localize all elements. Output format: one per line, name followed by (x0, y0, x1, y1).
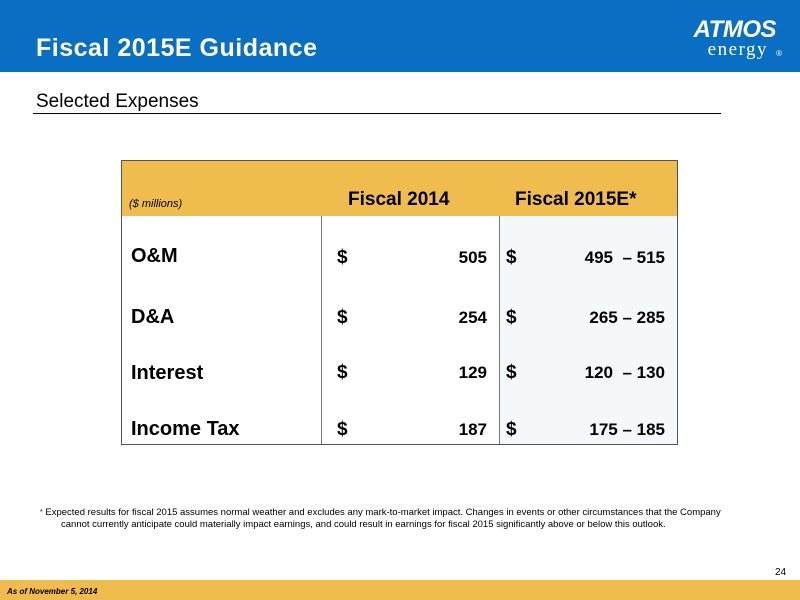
currency-symbol: $ (337, 307, 348, 328)
currency-symbol: $ (506, 419, 517, 440)
row-label: O&M (131, 245, 178, 267)
row-label: Interest (131, 362, 204, 384)
footnote-line-1: * Expected results for fiscal 2015 assum… (40, 507, 770, 519)
atmos-energy-logo: ATMOS energy ® (684, 17, 784, 61)
currency-symbol: $ (337, 419, 348, 440)
logo-registered-mark: ® (776, 49, 782, 58)
section-subtitle: Selected Expenses (36, 91, 199, 112)
expenses-table: ($ millions) Fiscal 2014 Fiscal 2015E* O… (121, 160, 678, 445)
slide-title: Fiscal 2015E Guidance (36, 34, 318, 62)
row-label: D&A (131, 306, 175, 328)
fiscal-2015e-range: 265 – 285 (589, 308, 665, 327)
fiscal-2015e-range: 120 – 130 (584, 363, 665, 382)
page-number: 24 (775, 567, 787, 578)
fiscal-2014-value: 187 (458, 420, 487, 439)
currency-symbol: $ (337, 362, 348, 383)
column-header-fiscal-2014: Fiscal 2014 (348, 189, 450, 210)
footer-bar (0, 580, 800, 600)
fiscal-2015e-column-background (500, 216, 677, 444)
logo-tagline: energy (707, 39, 768, 60)
footnote-text-2: cannot currently anticipate could materi… (61, 519, 666, 530)
currency-symbol: $ (337, 247, 348, 268)
header-bar: Fiscal 2015E Guidance ATMOS energy ® (0, 0, 800, 72)
footnote-marker: * (40, 509, 43, 516)
subtitle-underline (33, 113, 721, 114)
currency-symbol: $ (506, 362, 517, 383)
column-divider-2 (499, 216, 500, 444)
fiscal-2014-value: 254 (458, 308, 487, 327)
row-label: Income Tax (131, 418, 240, 440)
table-header-row: ($ millions) Fiscal 2014 Fiscal 2015E* (122, 161, 677, 216)
fiscal-2015e-range: 175 – 185 (589, 420, 665, 439)
footnote-text-1: Expected results for fiscal 2015 assumes… (45, 507, 721, 518)
column-header-fiscal-2015e: Fiscal 2015E* (515, 189, 637, 210)
fiscal-2014-value: 129 (458, 363, 487, 382)
currency-symbol: $ (506, 247, 517, 268)
unit-label: ($ millions) (129, 198, 183, 210)
footer-date-note: As of November 5, 2014 (7, 587, 98, 596)
column-divider-1 (321, 216, 322, 444)
fiscal-2014-value: 505 (458, 248, 487, 267)
logo-brand: ATMOS (693, 16, 777, 43)
currency-symbol: $ (506, 307, 517, 328)
footnote: * Expected results for fiscal 2015 assum… (40, 507, 770, 531)
fiscal-2015e-range: 495 – 515 (584, 248, 665, 267)
